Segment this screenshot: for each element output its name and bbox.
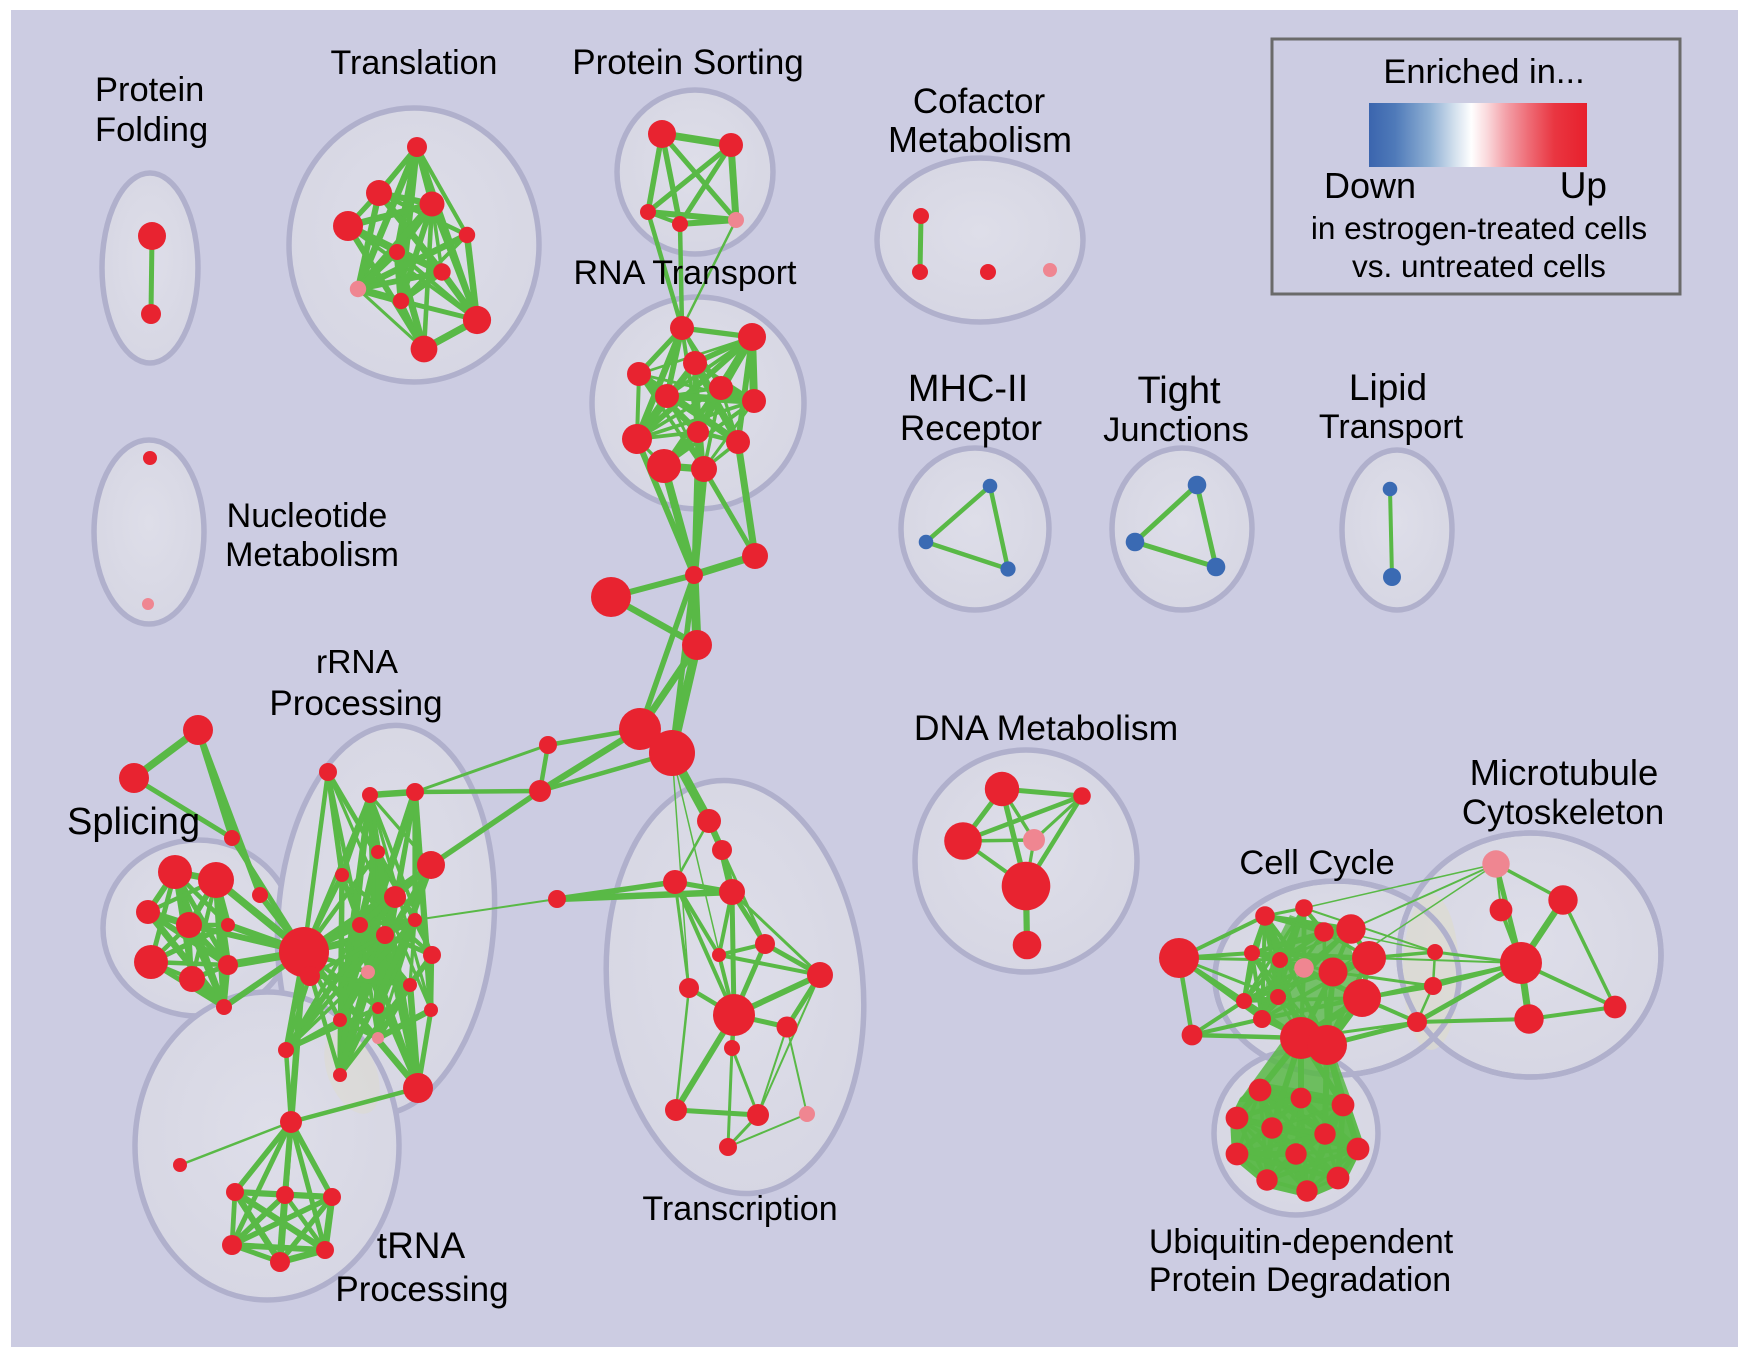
- svg-text:Down: Down: [1324, 165, 1416, 206]
- svg-text:Protein Sorting: Protein Sorting: [572, 43, 804, 82]
- svg-text:Protein Degradation: Protein Degradation: [1149, 1261, 1451, 1299]
- svg-text:Microtubule: Microtubule: [1470, 752, 1659, 793]
- svg-text:Processing: Processing: [335, 1270, 508, 1309]
- svg-text:Enriched in...: Enriched in...: [1383, 53, 1584, 91]
- svg-text:Tight: Tight: [1137, 370, 1221, 412]
- svg-text:Lipid: Lipid: [1349, 367, 1427, 408]
- svg-text:Folding: Folding: [95, 111, 208, 149]
- svg-text:Metabolism: Metabolism: [225, 536, 399, 574]
- svg-text:DNA Metabolism: DNA Metabolism: [914, 708, 1178, 748]
- svg-text:Up: Up: [1560, 165, 1607, 206]
- svg-text:rRNA: rRNA: [316, 644, 399, 681]
- svg-text:Nucleotide: Nucleotide: [227, 497, 388, 535]
- svg-text:Transcription: Transcription: [642, 1190, 837, 1228]
- svg-text:Transport: Transport: [1319, 408, 1464, 446]
- svg-text:Metabolism: Metabolism: [888, 119, 1072, 160]
- svg-text:in estrogen-treated cells: in estrogen-treated cells: [1311, 210, 1647, 246]
- svg-text:Splicing: Splicing: [67, 801, 200, 843]
- svg-text:Cytoskeleton: Cytoskeleton: [1462, 793, 1664, 832]
- svg-text:Cofactor: Cofactor: [913, 82, 1046, 121]
- svg-text:RNA Transport: RNA Transport: [574, 254, 798, 292]
- svg-text:tRNA: tRNA: [377, 1225, 466, 1266]
- svg-text:Receptor: Receptor: [900, 409, 1042, 448]
- svg-text:Protein: Protein: [95, 71, 204, 109]
- svg-text:Cell Cycle: Cell Cycle: [1239, 844, 1394, 882]
- svg-text:Processing: Processing: [269, 684, 442, 723]
- svg-text:MHC-II: MHC-II: [908, 368, 1028, 410]
- svg-text:Ubiquitin-dependent: Ubiquitin-dependent: [1149, 1223, 1454, 1261]
- svg-text:Translation: Translation: [331, 44, 498, 82]
- svg-text:Junctions: Junctions: [1103, 411, 1249, 449]
- svg-text:vs. untreated cells: vs. untreated cells: [1352, 248, 1606, 284]
